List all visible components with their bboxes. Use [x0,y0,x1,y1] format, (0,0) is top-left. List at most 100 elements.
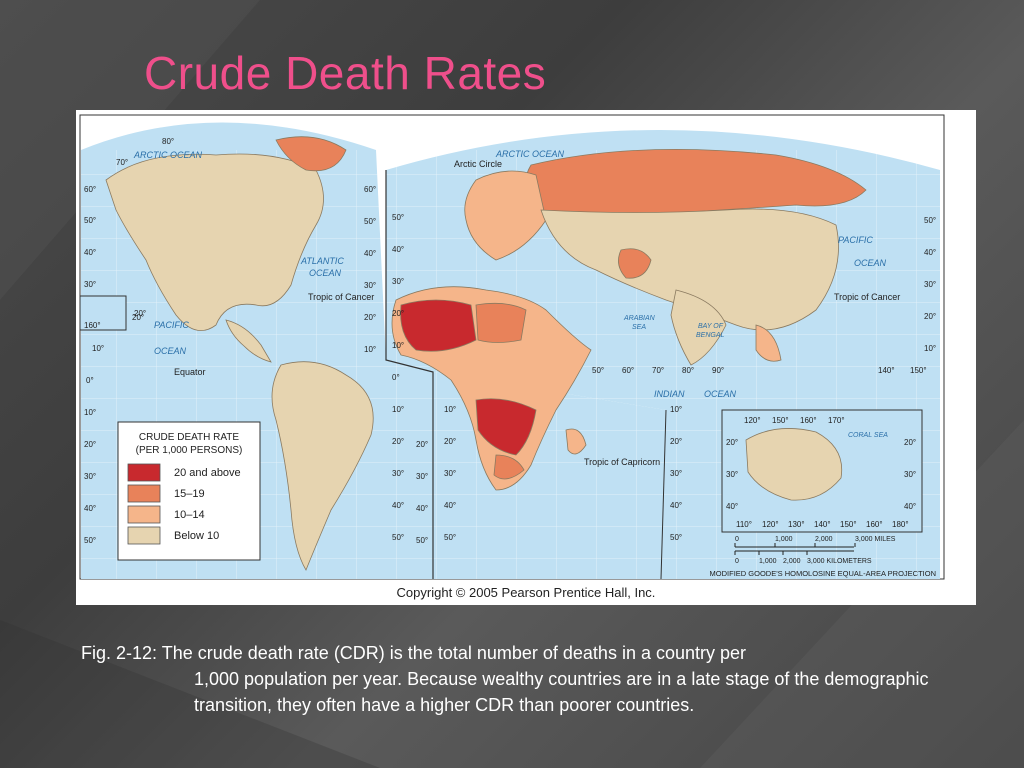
arctic-circle-label: Arctic Circle [454,159,502,169]
graticule-label: 10° [670,405,682,414]
graticule-label: 40° [904,502,916,511]
graticule-label: 160° [866,520,883,529]
slide-title: Crude Death Rates [144,47,547,99]
graticule-label: 30° [84,472,96,481]
scale-miles-label: 2,000 [815,536,833,543]
graticule-label: 30° [364,281,376,290]
indian-label-1: INDIAN [654,389,685,399]
graticule-label: 80° [162,137,174,146]
graticule-label: 10° [364,345,376,354]
graticule-label: 20° [726,438,738,447]
legend-item-label: Below 10 [174,530,219,542]
graticule-label: 110° [736,520,752,529]
graticule-label: 40° [670,501,682,510]
scale-miles-label: 3,000 MILES [855,536,896,543]
graticule-label: 10° [924,344,936,353]
graticule-label: 20° [392,437,404,446]
legend-swatch [127,505,161,524]
graticule-label: 30° [84,280,96,289]
graticule-label: 30° [726,470,738,479]
tropic-of-capricorn-label: Tropic of Capricorn [584,457,660,467]
graticule-label: 60° [84,185,96,194]
graticule-label: 150° [840,520,857,529]
graticule-label: 180° [892,520,909,529]
eurasia [464,148,867,366]
graticule-label: 50° [84,216,96,225]
water-labels: ARCTIC OCEAN ARCTIC OCEAN ATLANTIC OCEAN… [133,149,888,439]
tropic-of-cancer-label-right: Tropic of Cancer [834,292,900,302]
graticule-label: 50° [444,533,456,542]
graticule-label: 150° [772,416,789,425]
graticule-label: 60° [364,185,376,194]
legend-title-line2: (PER 1,000 PERSONS) [136,445,243,456]
lon-20-label: 20° [134,309,146,318]
atlantic-label-2: OCEAN [309,268,342,278]
caption-first-line: Fig. 2-12: The crude death rate (CDR) is… [81,643,747,663]
scale-miles-label: 1,000 [775,536,793,543]
graticule-label: 10° [92,344,104,353]
arctic-ocean-label-left: ARCTIC OCEAN [133,150,203,160]
copyright-text: Copyright © 2005 Pearson Prentice Hall, … [396,585,656,600]
equator-label: Equator [174,367,206,377]
coral-sea-label: CORAL SEA [848,432,888,439]
legend-swatch [127,484,161,503]
south-america [271,361,374,571]
graticule-label: 60° [622,366,634,375]
graticule-label: 50° [924,216,936,225]
arabian-label-2: SEA [632,324,646,331]
arabian-label-1: ARABIAN [623,315,656,322]
graticule-label: 50° [84,536,96,545]
scale-km-label: 0 [735,558,739,565]
graticule-label: 10° [84,408,96,417]
graticule-label: 160° [800,416,817,425]
graticule-label: 70° [116,158,128,167]
graticule-label: 20° [84,440,96,449]
pacific-right-label-2: OCEAN [854,258,887,268]
graticule-label: 120° [744,416,761,425]
graticule-label: 70° [652,366,664,375]
graticule-label: 50° [670,533,682,542]
scale-bar: 0 1,000 2,000 3,000 MILES 0 1,000 2,000 3,000 … [734,536,896,565]
graticule-label: 30° [924,280,936,289]
graticule-label: 40° [84,248,96,257]
graticule-label: 40° [392,501,404,510]
caption-continuation: 1,000 population per year. Because wealt… [194,669,929,715]
graticule-label: 30° [670,469,682,478]
graticule-label: 130° [788,520,805,529]
line-labels: Arctic Circle Tropic of Cancer Tropic of… [174,159,900,467]
graticule-label: 0° [392,373,400,382]
tropic-of-cancer-label-left: Tropic of Cancer [308,292,374,302]
graticule-label: 50° [364,217,376,226]
graticule-label: 30° [444,469,456,478]
graticule-label: 30° [904,470,916,479]
graticule-label: 40° [416,504,428,513]
legend-item-label: 10–14 [174,509,205,521]
graticule-label: 0° [86,376,94,385]
legend-swatch [127,463,161,482]
australia-inset [721,409,923,533]
pacific-left-label-2: OCEAN [154,346,187,356]
graticule-label: 170° [828,416,845,425]
pacific-right-label-1: PACIFIC [838,235,873,245]
north-america [105,136,347,363]
atlantic-label-1: ATLANTIC [300,256,344,266]
world-map: CRUDE DEATH RATE (PER 1,000 PERSONS) 20 … [76,110,976,605]
graticule-labels: 80° 70° 60° 50° 40° 30° 20° 10° 0° 10° 20° 30° 40° 50… [84,137,936,545]
graticule-label: 30° [392,469,404,478]
graticule-label: 20° [670,437,682,446]
scale-km-label: 2,000 [783,558,801,565]
graticule-label: 20° [904,438,916,447]
graticule-label: 40° [444,501,456,510]
projection-label: MODIFIED GOODE'S HOMOLOSINE EQUAL-AREA P… [710,569,936,578]
graticule-label: 10° [392,405,404,414]
legend-swatch [127,526,161,545]
graticule-label: 40° [84,504,96,513]
graticule-label: 20° [924,312,936,321]
figure-caption: Fig. 2-12: The crude death rate (CDR) is… [81,640,941,718]
graticule-label: 120° [762,520,779,529]
graticule-label: 30° [416,472,428,481]
graticule-label: 10° [444,405,456,414]
graticule-label: 50° [392,213,404,222]
arctic-ocean-label-right: ARCTIC OCEAN [495,149,565,159]
graticule-label: 140° [814,520,831,529]
